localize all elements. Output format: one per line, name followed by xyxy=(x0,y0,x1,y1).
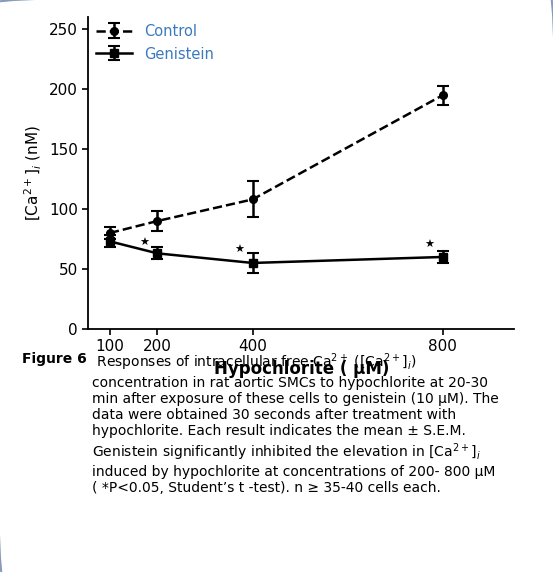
Text: ★: ★ xyxy=(424,240,434,250)
Y-axis label: [Ca$^{2+}$]$_i$ (nM): [Ca$^{2+}$]$_i$ (nM) xyxy=(23,125,44,221)
Legend: Control, Genistein: Control, Genistein xyxy=(96,25,214,62)
Text: ★: ★ xyxy=(139,237,149,248)
Text: Responses of intracellular free Ca$^{2+}$ ([Ca$^{2+}$]$_i$)
concentration in rat: Responses of intracellular free Ca$^{2+}… xyxy=(92,352,499,495)
Text: Figure 6: Figure 6 xyxy=(22,352,87,366)
X-axis label: Hypochlorite ( μM): Hypochlorite ( μM) xyxy=(213,360,389,378)
Text: ★: ★ xyxy=(234,245,244,255)
